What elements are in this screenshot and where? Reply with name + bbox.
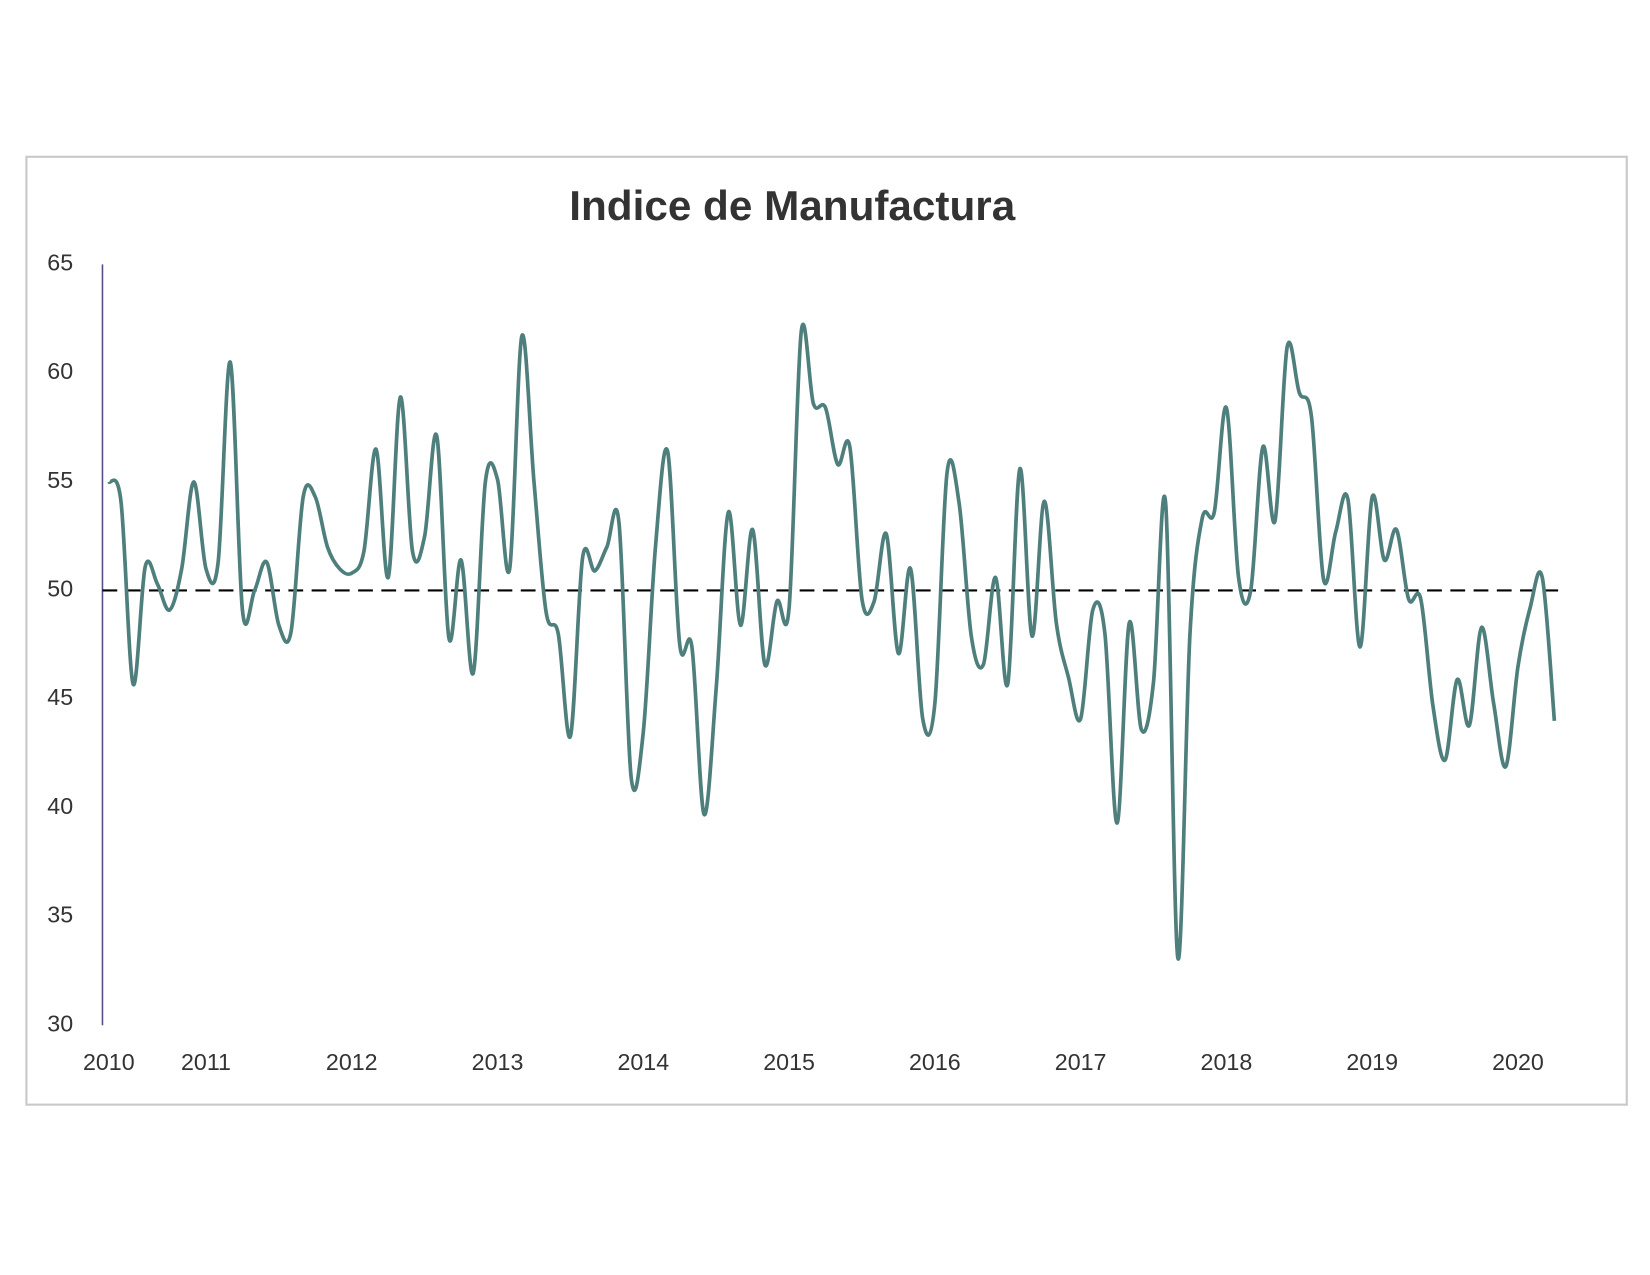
x-tick-label: 2013 — [472, 1049, 524, 1075]
x-tick-label: 2017 — [1055, 1049, 1107, 1075]
y-tick-label: 45 — [47, 684, 73, 710]
x-tick-label: 2018 — [1201, 1049, 1253, 1075]
x-tick-label: 2010 — [83, 1049, 135, 1075]
y-tick-label: 40 — [47, 793, 73, 819]
y-tick-label: 30 — [47, 1010, 73, 1036]
x-tick-label: 2012 — [326, 1049, 378, 1075]
y-tick-label: 55 — [47, 467, 73, 493]
chart-frame — [25, 155, 1628, 1106]
y-tick-label: 65 — [47, 250, 73, 276]
x-tick-label: 2016 — [909, 1049, 961, 1075]
x-tick-label: 2020 — [1492, 1049, 1544, 1075]
y-tick-label: 35 — [47, 902, 73, 928]
x-tick-label: 2019 — [1346, 1049, 1398, 1075]
x-tick-label: 2015 — [763, 1049, 815, 1075]
x-tick-label: 2011 — [181, 1049, 231, 1075]
chart-title: Indice de Manufactura — [569, 182, 1016, 229]
data-line — [107, 322, 1557, 961]
y-tick-label: 60 — [47, 358, 73, 384]
y-tick-label: 50 — [47, 576, 73, 602]
x-tick-label: 2014 — [617, 1049, 669, 1075]
